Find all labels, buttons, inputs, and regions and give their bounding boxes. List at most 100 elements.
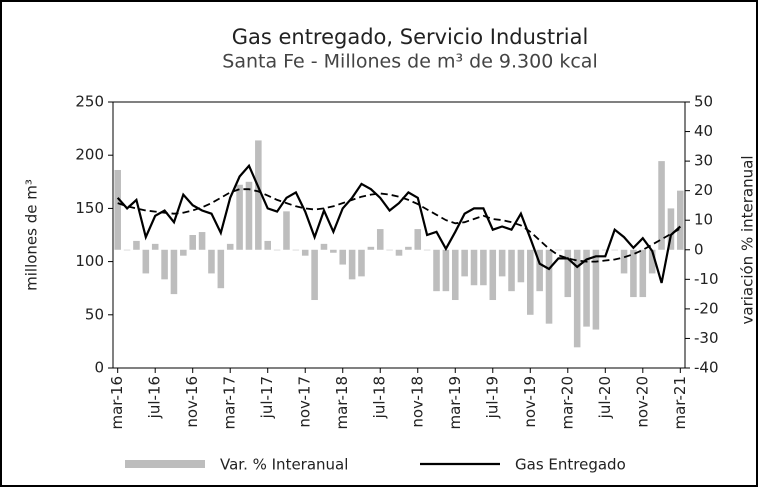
y2-tick-label: -10 (694, 270, 719, 288)
line (116, 163, 682, 284)
y2-tick-label: -20 (694, 299, 719, 317)
bar (414, 229, 422, 250)
x-tick-label: nov-20 (633, 376, 651, 428)
bar (423, 249, 431, 251)
y-tick-label: 50 (85, 305, 104, 323)
x-tick-label: mar-20 (558, 376, 576, 430)
bar (348, 249, 356, 280)
bar (217, 249, 225, 289)
y-axis-label: millones de m³ (23, 179, 41, 291)
y2-tick-label: 40 (694, 122, 713, 140)
x-tick-label: jul-19 (483, 376, 501, 419)
bar (245, 181, 253, 250)
y-tick-label: 0 (94, 359, 104, 377)
x-tick-label: mar-16 (108, 376, 126, 430)
bar (189, 235, 196, 250)
x-tick-label: nov-17 (296, 376, 314, 428)
bar (536, 249, 543, 292)
x-tick-label: nov-18 (408, 376, 426, 428)
bar (208, 249, 215, 274)
bar (658, 161, 665, 250)
bar (667, 208, 675, 250)
bar (545, 249, 553, 324)
bar (461, 249, 468, 277)
bar (320, 243, 328, 250)
bar (405, 246, 412, 250)
x-tick-label: nov-19 (521, 376, 539, 428)
y-tick-label: 100 (75, 252, 104, 270)
bar (151, 243, 159, 250)
bar (517, 249, 525, 283)
y2-tick-label: -40 (694, 359, 719, 377)
y-tick-label: 200 (75, 146, 104, 164)
bar (226, 243, 234, 250)
bar (648, 249, 656, 274)
bar (386, 249, 393, 251)
bar (161, 249, 168, 280)
bar (123, 249, 131, 251)
bar (583, 249, 590, 327)
bar (114, 169, 121, 250)
bar (480, 249, 487, 286)
bar (602, 249, 609, 251)
bar (292, 249, 300, 251)
chart-title: Gas entregado, Servicio Industrial (232, 25, 589, 49)
bar (339, 249, 347, 265)
bar (142, 249, 150, 274)
bar (498, 249, 506, 277)
bar (630, 249, 637, 298)
x-tick-label: mar-19 (446, 376, 464, 430)
bar (677, 190, 684, 250)
bar (508, 249, 515, 292)
bar (376, 229, 384, 250)
bar (526, 249, 534, 315)
y2-tick-label: 30 (694, 152, 713, 170)
y2-tick-label: 0 (694, 240, 704, 258)
bar (301, 249, 309, 256)
bar (470, 249, 478, 286)
x-tick-label: mar-17 (221, 376, 239, 430)
bar (311, 249, 318, 301)
bar (255, 140, 262, 250)
bar (264, 240, 272, 250)
y-tick-label: 250 (75, 93, 104, 111)
bar (330, 249, 337, 253)
bar (133, 240, 140, 250)
bar (283, 211, 290, 250)
x-tick-label: jul-17 (258, 376, 276, 419)
y2-tick-label: 20 (694, 181, 713, 199)
bar (639, 249, 647, 298)
bar (573, 249, 581, 348)
bar (592, 249, 600, 330)
bar (273, 249, 281, 251)
legend-label: Var. % Interanual (220, 456, 348, 474)
bar (180, 249, 187, 256)
x-tick-label: jul-16 (146, 376, 164, 419)
x-tick-label: mar-18 (333, 376, 351, 430)
bar (198, 232, 206, 250)
bar (395, 249, 403, 256)
plot-area (112, 101, 686, 369)
y2-tick-label: 50 (694, 93, 713, 111)
chart-subtitle: Santa Fe - Millones de m³ de 9.300 kcal (222, 51, 597, 73)
y2-axis-label: variación % interanual (739, 156, 757, 325)
trend-line (117, 188, 681, 263)
bar (564, 249, 572, 298)
x-tick-label: mar-21 (671, 376, 689, 430)
bar (170, 249, 178, 295)
bar (236, 184, 243, 250)
bar (620, 249, 628, 274)
y-tick-label: 150 (75, 199, 104, 217)
x-tick-label: jul-20 (596, 376, 614, 419)
x-tick-label: jul-18 (371, 376, 389, 419)
bar (611, 249, 618, 251)
bar (555, 249, 562, 251)
bar (442, 249, 450, 292)
bar (367, 246, 375, 250)
y2-tick-label: -30 (694, 329, 719, 347)
bar (489, 249, 497, 301)
bar (451, 249, 459, 301)
legend-label: Gas Entregado (515, 456, 626, 474)
legend-swatch (125, 460, 205, 468)
